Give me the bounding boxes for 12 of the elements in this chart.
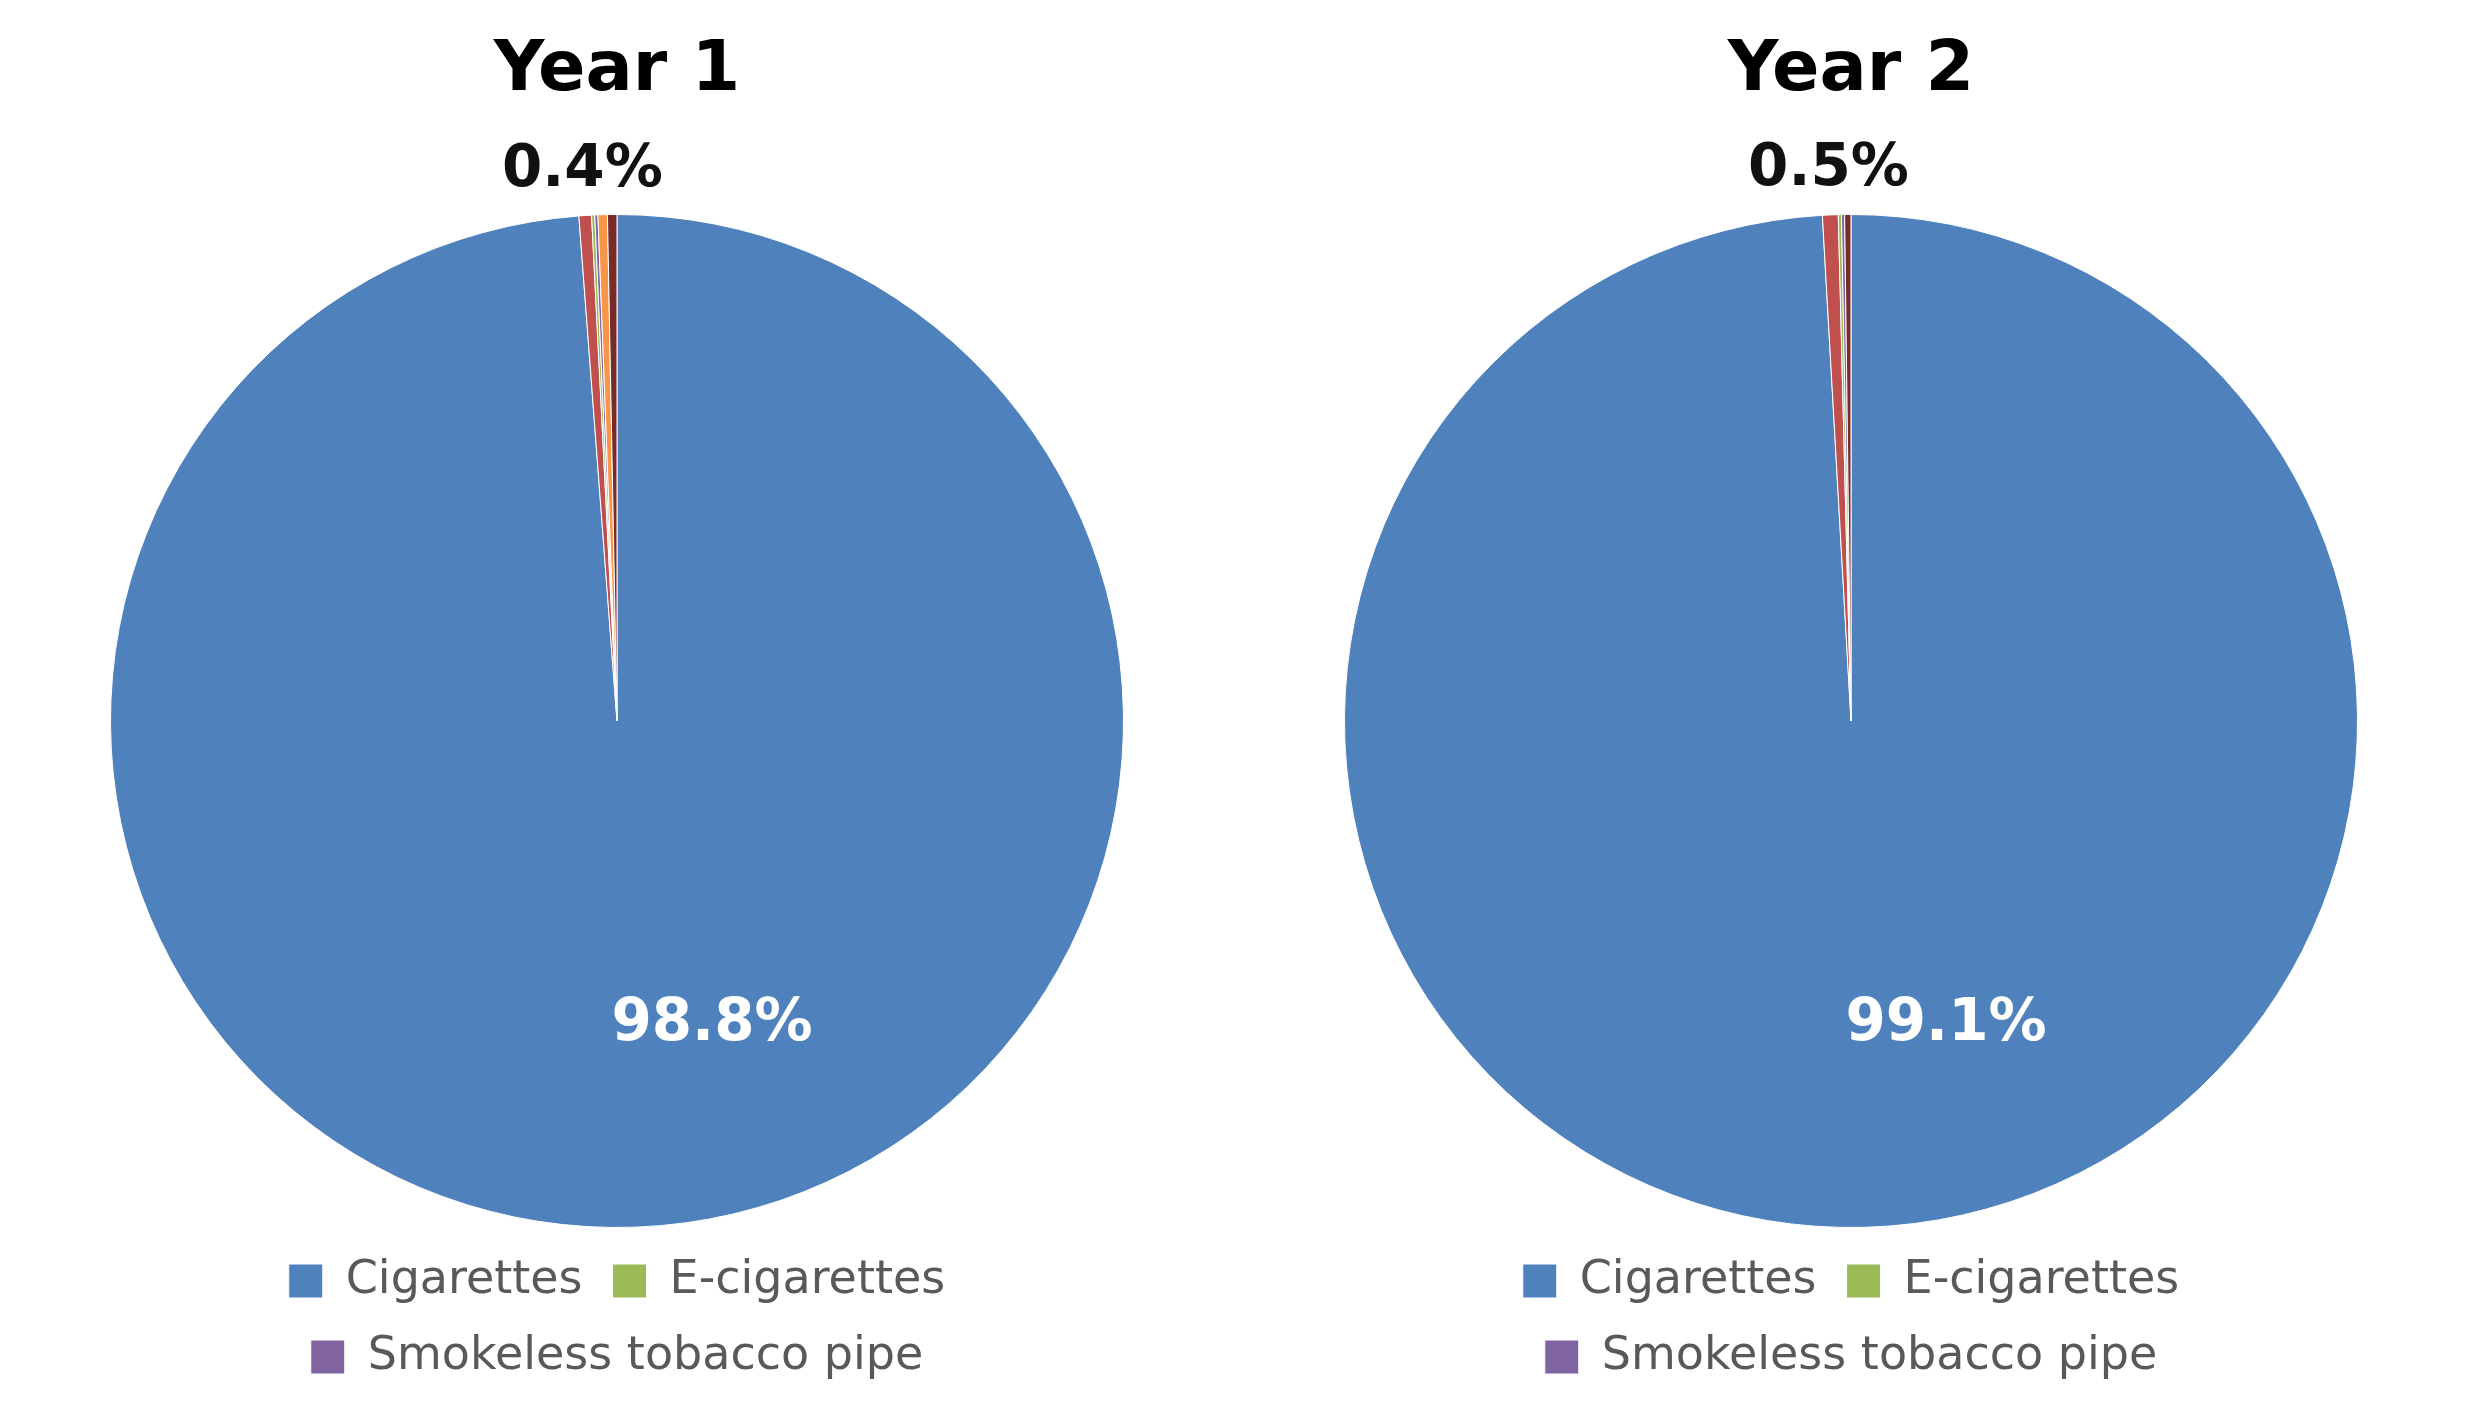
legend-label: Smokeless tobacco pipe (367, 1325, 924, 1380)
legend-label: Cigarettes (1579, 1249, 1817, 1304)
legend-label: E-cigarettes (669, 1249, 946, 1304)
legend-label: Cigarettes (345, 1249, 583, 1304)
data-label: 0.4% (501, 131, 663, 200)
legend-label: E-cigarettes (1903, 1249, 2180, 1304)
chart-title: Year 2 (1726, 25, 1975, 108)
data-label: 0.5% (1748, 131, 1909, 200)
data-label: 98.8% (611, 985, 813, 1054)
chart-title: Year 1 (492, 25, 741, 108)
data-label: 99.1% (1845, 985, 2047, 1054)
legend-label: Smokeless tobacco pipe (1601, 1325, 2158, 1380)
